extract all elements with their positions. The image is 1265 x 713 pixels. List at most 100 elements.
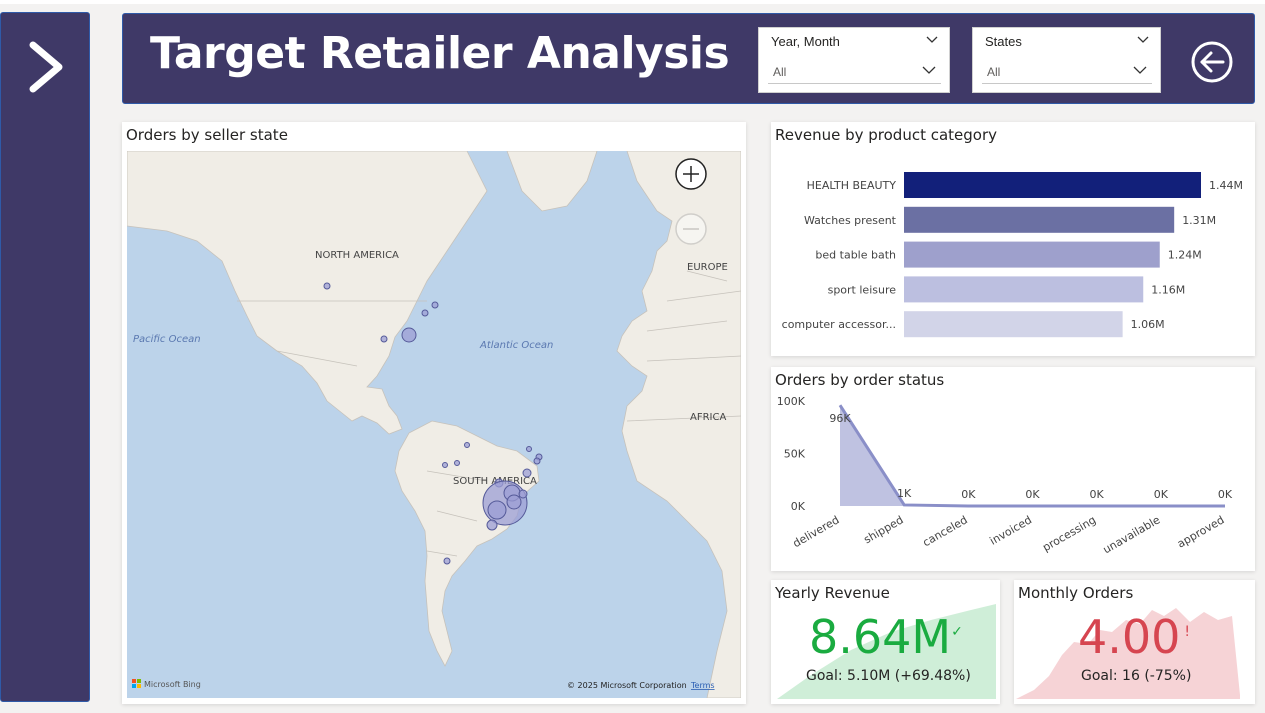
x-tick-label: unavailable: [1101, 513, 1163, 556]
data-label: 0K: [961, 488, 976, 501]
status-visual: Orders by order status 0K 50K 100K 96K deliv…: [771, 367, 1255, 571]
status-area[interactable]: [840, 405, 1225, 506]
map-bubble[interactable]: [533, 457, 541, 465]
year-month-value: All: [773, 65, 787, 79]
monthly-orders-kpi: Monthly Orders 4.00! Goal: 16 (-75%): [1014, 580, 1255, 704]
north-america-land: [127, 151, 488, 435]
mx-border: [276, 350, 358, 367]
label-africa: AFRICA: [690, 412, 726, 423]
map-bubble[interactable]: [442, 462, 448, 468]
x-tick-label: invoiced: [988, 513, 1034, 547]
map-bubble[interactable]: [464, 442, 470, 448]
arrow-left-circle-icon[interactable]: [1190, 40, 1234, 84]
data-label: 96K: [829, 412, 851, 425]
map-bubble[interactable]: [487, 500, 507, 520]
category-label: sport leisure: [828, 283, 897, 296]
category-label: bed table bath: [815, 249, 896, 262]
value-label: 1.06M: [1131, 318, 1165, 331]
map-bubble[interactable]: [506, 494, 522, 510]
category-label: Watches present: [804, 214, 897, 227]
europe-africa-land: [616, 151, 741, 698]
yearly-revenue-kpi: Yearly Revenue 8.64M✓ Goal: 5.10M (+69.4…: [771, 580, 1000, 704]
year-month-label: Year, Month: [771, 34, 840, 49]
map-bubble[interactable]: [323, 282, 331, 290]
chevron-down-icon[interactable]: [921, 62, 937, 78]
map-bubble[interactable]: [518, 489, 528, 499]
value-label: 1.31M: [1182, 214, 1216, 227]
year-month-dropdown[interactable]: All: [768, 58, 941, 84]
map-bubble[interactable]: [401, 327, 417, 343]
states-value: All: [987, 65, 1001, 79]
label-atlantic: Atlantic Ocean: [479, 340, 553, 351]
data-label: 0K: [1154, 488, 1169, 501]
states-label: States: [985, 34, 1022, 49]
states-slicer[interactable]: States All: [972, 27, 1161, 93]
data-label: 0K: [1218, 488, 1233, 501]
monthly-orders-number: 4.00: [1078, 610, 1181, 664]
map-bubble[interactable]: [421, 309, 429, 317]
south-america-land: [394, 420, 540, 667]
terms-link[interactable]: Terms: [690, 681, 715, 690]
x-tick-label: approved: [1175, 513, 1227, 550]
orders-trend-area: [1016, 608, 1240, 699]
map-bubble[interactable]: [522, 468, 532, 478]
chevron-down-icon[interactable]: [925, 33, 939, 47]
check-icon: ✓: [951, 624, 963, 640]
value-label: 1.16M: [1151, 283, 1185, 296]
x-tick-label: processing: [1040, 513, 1098, 554]
monthly-orders-title: Monthly Orders: [1018, 584, 1134, 602]
monthly-orders-goal: Goal: 16 (-75%): [1081, 668, 1192, 684]
revenue-bar[interactable]: [904, 311, 1123, 338]
revenue-bar[interactable]: [904, 172, 1201, 198]
status-title: Orders by order status: [775, 371, 945, 389]
chevron-down-icon[interactable]: [1136, 33, 1150, 47]
map-bubble[interactable]: [431, 301, 439, 309]
chevron-down-icon[interactable]: [1132, 62, 1148, 78]
bubble-map[interactable]: NORTH AMERICA EUROPE Pacific Ocean Atlan…: [127, 151, 741, 698]
revenue-bar[interactable]: [904, 241, 1160, 268]
map-bubble[interactable]: [486, 519, 498, 531]
side-nav: [0, 12, 90, 702]
year-month-slicer[interactable]: Year, Month All: [758, 27, 950, 93]
alert-icon: !: [1184, 624, 1191, 640]
minus-circle-icon[interactable]: [675, 213, 707, 245]
map-bubble[interactable]: [380, 335, 388, 343]
map-canvas: NORTH AMERICA EUROPE Pacific Ocean Atlan…: [127, 151, 741, 698]
label-north-america: NORTH AMERICA: [315, 250, 399, 261]
x-tick-label: canceled: [921, 513, 970, 549]
microsoft-logo-icon: [132, 679, 141, 688]
page-title: Target Retailer Analysis: [150, 28, 730, 79]
revenue-bar[interactable]: [904, 206, 1175, 233]
map-bubble[interactable]: [526, 446, 532, 452]
revenue-trend-area: [777, 604, 996, 699]
x-tick-label: shipped: [862, 513, 906, 546]
revenue-visual: Revenue by product category HEALTH BEAUT…: [771, 122, 1255, 356]
map-title: Orders by seller state: [126, 126, 288, 144]
europe-borders: [626, 270, 741, 422]
status-line[interactable]: [838, 404, 1225, 508]
copyright-label: © 2025 Microsoft Corporation: [567, 681, 687, 690]
yearly-revenue-value: 8.64M✓: [809, 610, 963, 664]
y-tick-label: 50K: [784, 448, 806, 461]
states-dropdown[interactable]: All: [982, 58, 1152, 84]
y-tick-label: 0K: [791, 500, 806, 513]
provider-label: Microsoft Bing: [144, 680, 201, 689]
map-bubble[interactable]: [443, 557, 451, 565]
plus-circle-icon[interactable]: [675, 158, 707, 190]
revenue-bar[interactable]: [904, 276, 1144, 303]
greenland-land: [506, 151, 598, 212]
label-pacific: Pacific Ocean: [133, 334, 201, 345]
yearly-revenue-number: 8.64M: [809, 610, 952, 664]
status-area-chart: 0K 50K 100K 96K delivered 1K shipped 0K canceled…: [777, 395, 1233, 556]
chevron-right-icon[interactable]: [27, 39, 67, 95]
yearly-revenue-goal: Goal: 5.10M (+69.48%): [806, 668, 971, 684]
map-visual: Orders by seller state NORTH AMERICA EUR…: [122, 122, 746, 704]
monthly-orders-value: 4.00!: [1078, 610, 1190, 664]
value-label: 1.24M: [1168, 249, 1202, 262]
map-bubble[interactable]: [454, 460, 460, 466]
category-label: HEALTH BEAUTY: [807, 179, 897, 192]
revenue-bar-chart: HEALTH BEAUTY 1.44M Watches present 1.31M be…: [782, 172, 1243, 338]
y-tick-label: 100K: [777, 395, 806, 408]
data-label: 0K: [1025, 488, 1040, 501]
